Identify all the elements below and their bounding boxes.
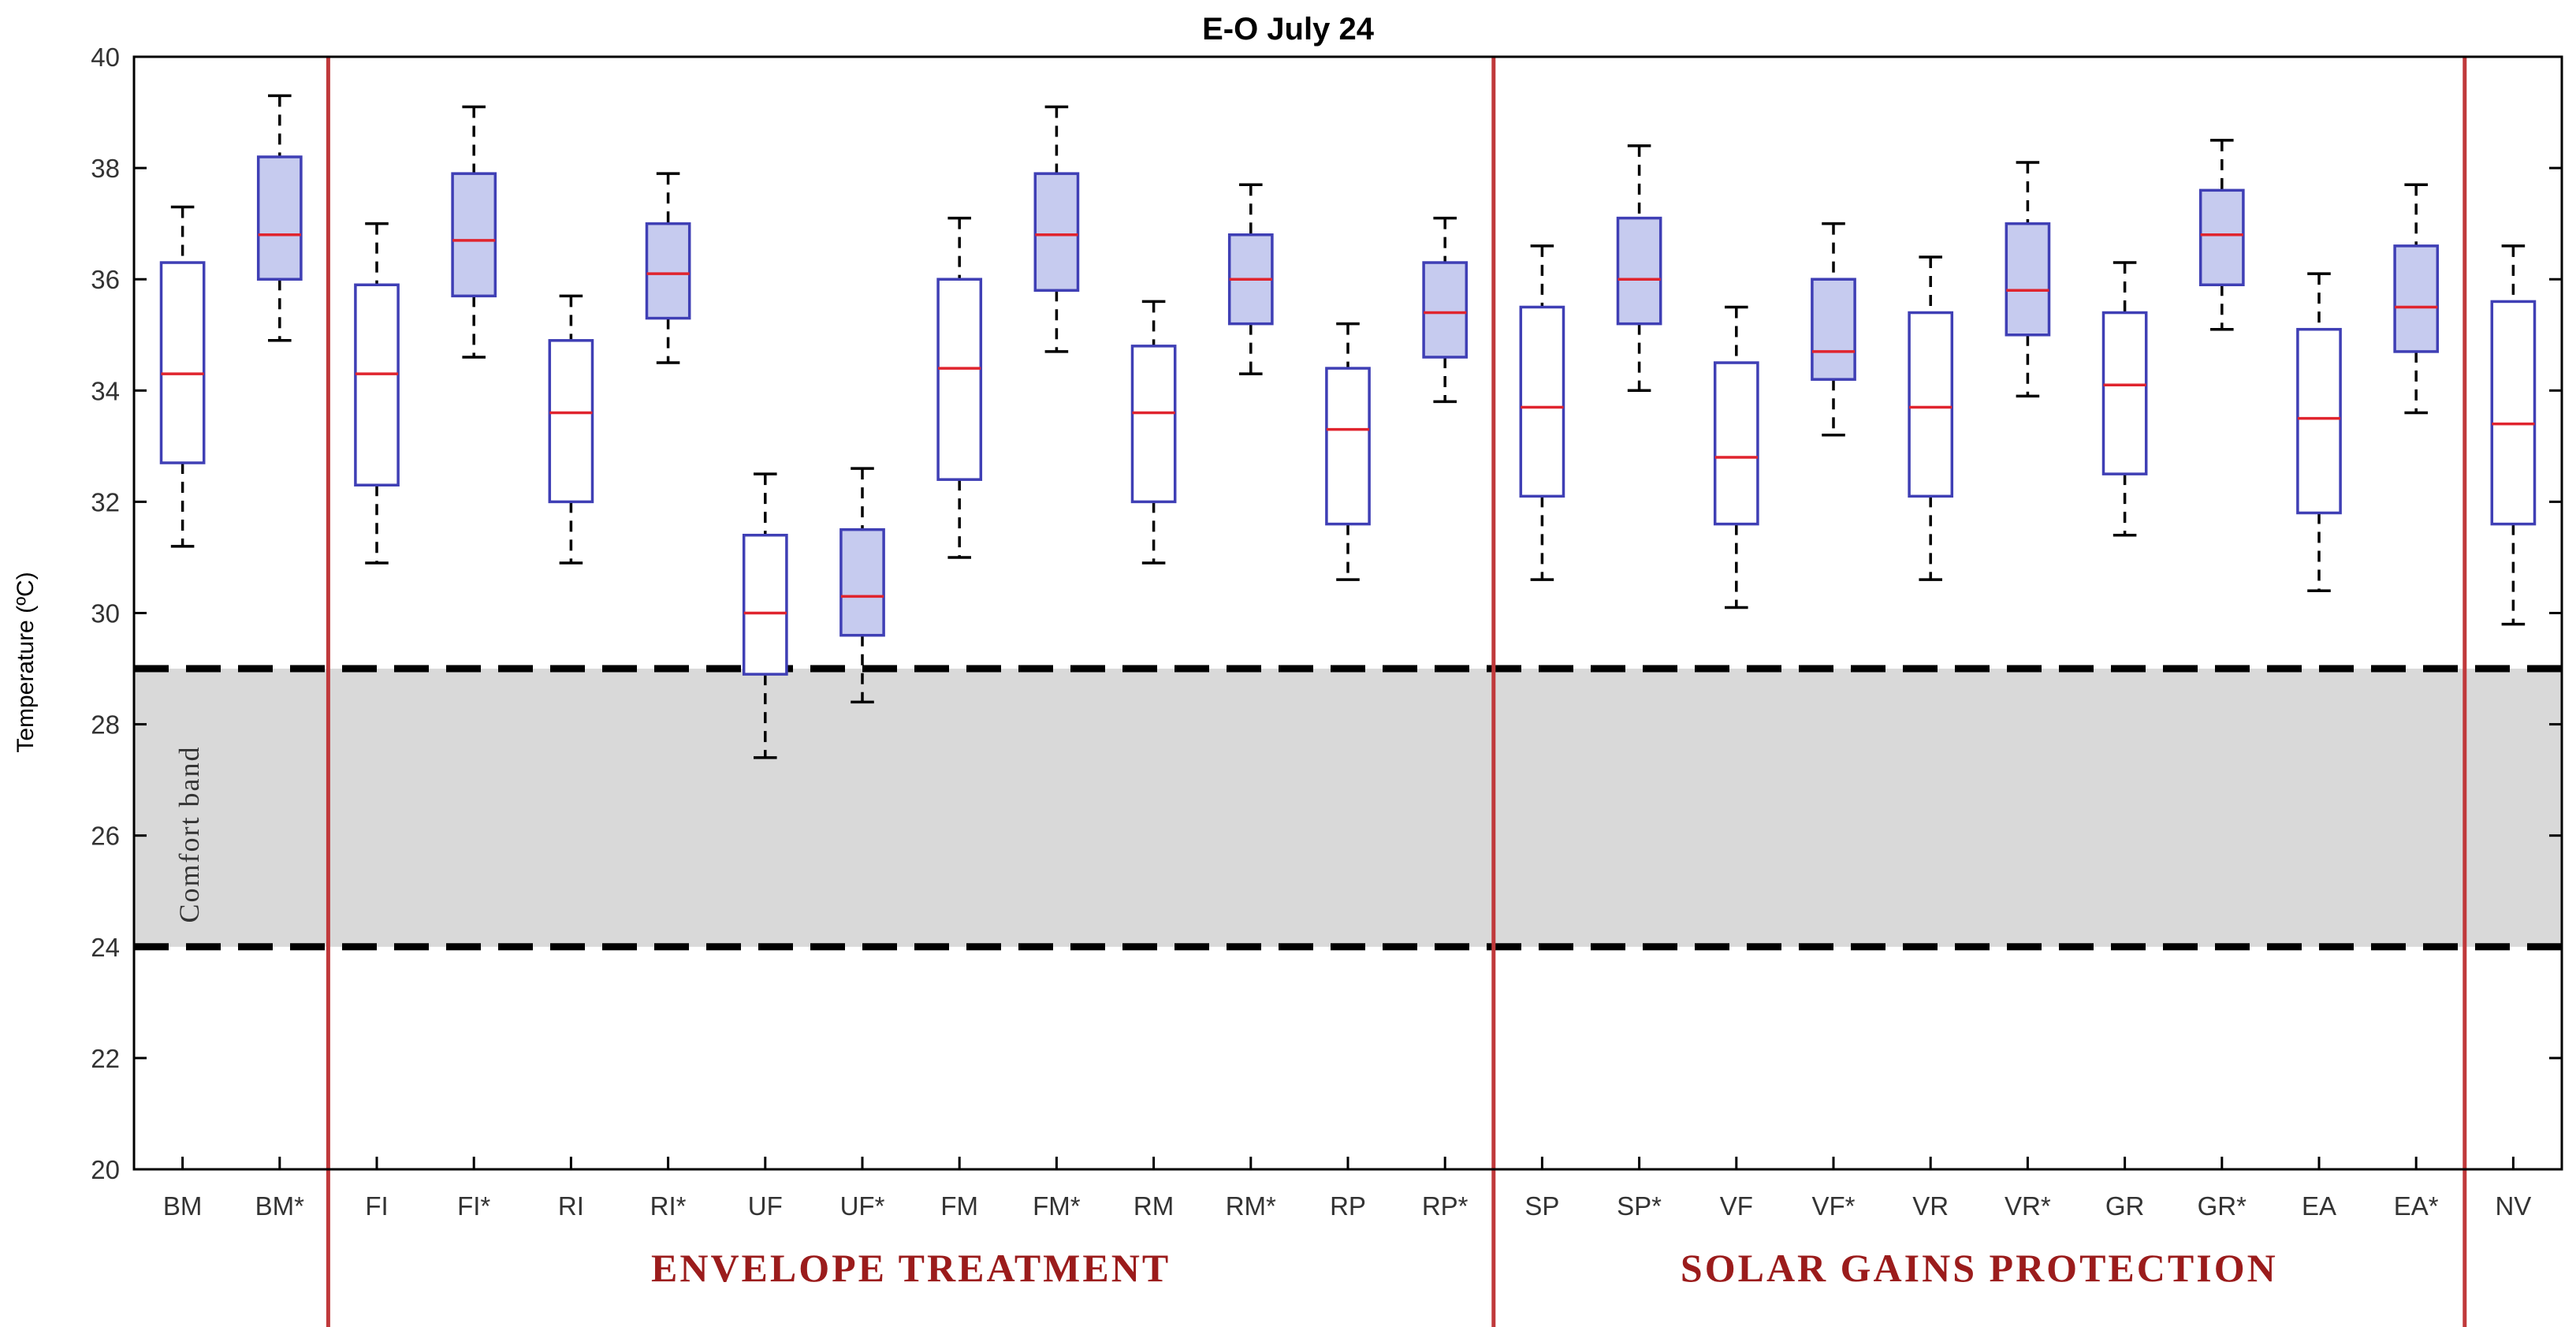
y-tick-label: 20 — [91, 1155, 120, 1184]
box-iqr — [451, 172, 497, 298]
comfort-band-layer — [134, 665, 2562, 951]
dividers-layer — [326, 57, 2467, 1327]
y-tick-label: 32 — [91, 487, 120, 516]
y-tick-label: 36 — [91, 265, 120, 294]
x-tick-label: RI* — [650, 1191, 687, 1221]
x-tick-label: RM* — [1226, 1191, 1276, 1221]
x-tick-label: BM — [163, 1191, 203, 1221]
comfort-band-label: Comfort band — [173, 746, 205, 923]
x-tick-label: GR — [2105, 1191, 2145, 1221]
y-tick-label: 26 — [91, 822, 120, 851]
box-iqr — [2005, 222, 2051, 337]
plot-frame — [132, 55, 2563, 1171]
box-ri-star — [645, 172, 691, 364]
text-layer: E-O July 24 Temperature (ºC) Comfort ban… — [13, 12, 2531, 1290]
box-bm-star — [256, 94, 303, 342]
box-iqr — [354, 283, 400, 486]
box-rp-star — [1422, 216, 1469, 404]
box-iqr — [1325, 367, 1371, 526]
section-label: ENVELOPE TREATMENT — [651, 1246, 1171, 1290]
x-tick-label: GR* — [2198, 1191, 2247, 1221]
box-rp — [1325, 322, 1371, 581]
y-tick-label: 22 — [91, 1044, 120, 1073]
box-iqr — [645, 222, 691, 320]
y-tick-label: 24 — [91, 933, 120, 962]
box-fm — [936, 216, 983, 559]
box-fi-star — [451, 105, 497, 359]
x-tick-label: BM* — [255, 1191, 305, 1221]
x-tick-label: UF — [748, 1191, 783, 1221]
y-tick-label: 30 — [91, 599, 120, 628]
x-tick-label: RP* — [1422, 1191, 1469, 1221]
box-ea — [2296, 272, 2342, 593]
x-tick-label: FI* — [457, 1191, 490, 1221]
box-sp — [1519, 244, 1565, 581]
x-tick-label: VR — [1912, 1191, 1949, 1221]
x-tick-label: VR* — [2005, 1191, 2051, 1221]
box-nv — [2490, 244, 2537, 626]
box-iqr — [1713, 361, 1759, 526]
y-tick-label: 38 — [91, 154, 120, 183]
box-bm — [159, 205, 206, 548]
box-iqr — [936, 278, 983, 481]
box-vf — [1713, 305, 1759, 609]
x-tick-label: FM* — [1033, 1191, 1081, 1221]
box-iqr — [2296, 327, 2342, 515]
x-tick-label: EA* — [2394, 1191, 2439, 1221]
section-label: SOLAR GAINS PROTECTION — [1681, 1246, 2278, 1290]
box-vf-star — [1811, 222, 1856, 437]
box-iqr — [1616, 216, 1662, 326]
box-rm — [1130, 300, 1177, 565]
x-tick-label: RM — [1134, 1191, 1174, 1221]
box-vr — [1908, 255, 1954, 581]
box-iqr — [1033, 172, 1080, 293]
x-tick-label: FM — [940, 1191, 978, 1221]
box-fi — [354, 222, 400, 565]
box-iqr — [159, 261, 206, 464]
axes-layer — [132, 55, 2563, 1171]
box-iqr — [1519, 305, 1565, 498]
box-iqr — [742, 533, 788, 676]
x-tick-label: SP — [1524, 1191, 1559, 1221]
y-tick-label: 28 — [91, 710, 120, 740]
box-vr-star — [2005, 161, 2051, 398]
box-iqr — [1811, 278, 1856, 381]
box-gr-star — [2198, 139, 2245, 331]
x-tick-label: SP* — [1617, 1191, 1662, 1221]
box-iqr — [2101, 311, 2148, 475]
box-gr — [2101, 261, 2148, 537]
box-sp-star — [1616, 144, 1662, 393]
box-iqr — [839, 527, 885, 637]
x-tick-label: EA — [2302, 1191, 2336, 1221]
box-iqr — [2393, 244, 2440, 353]
box-iqr — [2198, 188, 2245, 287]
y-axis-label: Temperature (ºC) — [13, 572, 39, 752]
box-iqr — [1130, 345, 1177, 504]
comfort-band-area — [134, 669, 2562, 947]
box-iqr — [256, 155, 303, 281]
x-tick-label: NV — [2495, 1191, 2531, 1221]
x-tick-label: RP — [1330, 1191, 1366, 1221]
box-uf — [742, 472, 788, 759]
box-ri — [548, 294, 594, 565]
x-tick-label: RI — [558, 1191, 584, 1221]
y-tick-label: 40 — [91, 43, 120, 72]
box-uf-star — [839, 467, 885, 704]
boxes-layer — [159, 94, 2537, 759]
x-tick-label: UF* — [840, 1191, 885, 1221]
box-iqr — [1908, 311, 1954, 498]
x-tick-label: VF* — [1811, 1191, 1855, 1221]
y-tick-label: 34 — [91, 376, 120, 405]
box-fm-star — [1033, 105, 1080, 353]
box-iqr — [2490, 300, 2537, 526]
x-tick-label: FI — [365, 1191, 388, 1221]
box-rm-star — [1227, 183, 1274, 375]
chart-title: E-O July 24 — [1202, 12, 1375, 47]
box-iqr — [548, 339, 594, 504]
box-ea-star — [2393, 183, 2440, 415]
x-tick-label: VF — [1720, 1191, 1753, 1221]
box-iqr — [1422, 261, 1469, 359]
